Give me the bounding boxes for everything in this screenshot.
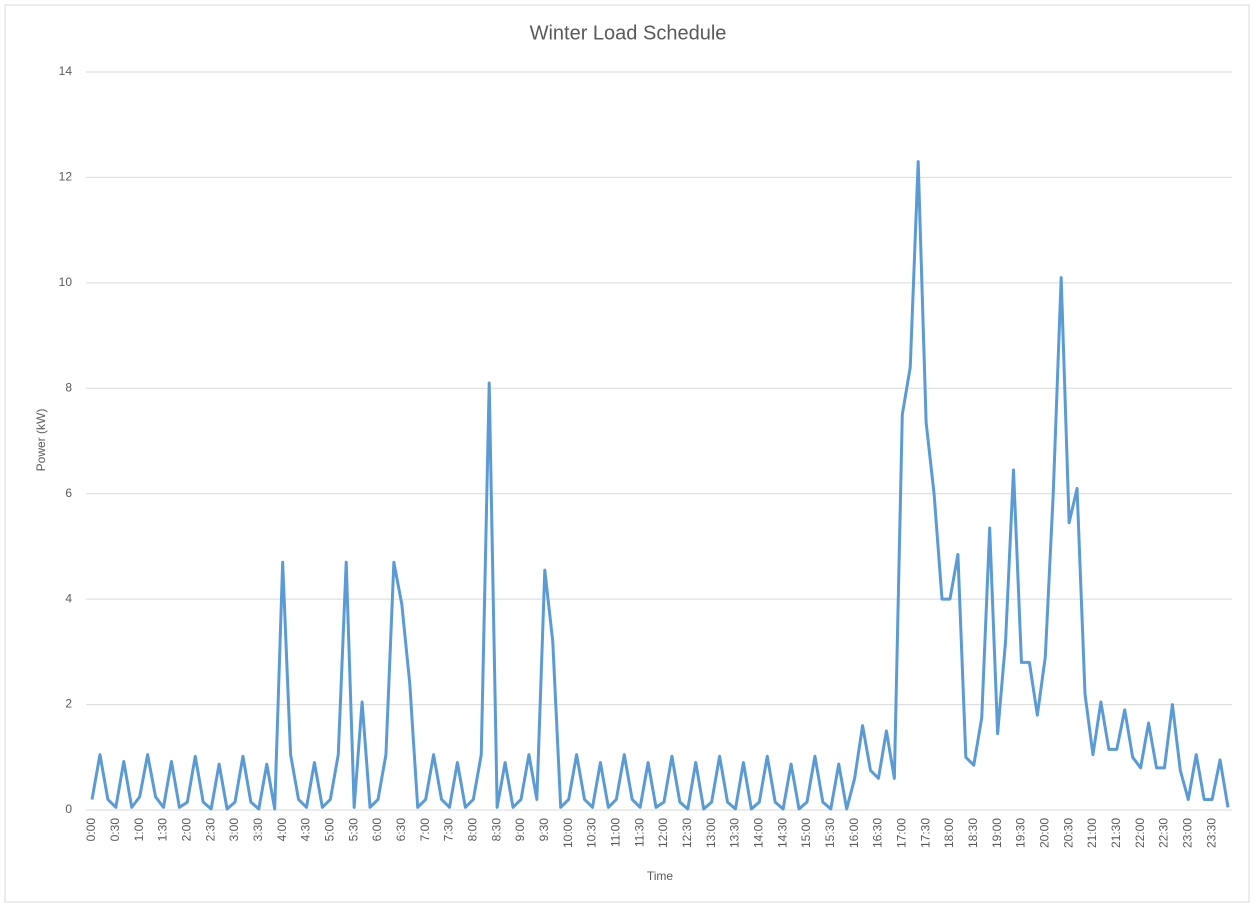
x-tick-label: 4:00 <box>275 818 289 842</box>
x-tick-label: 11:30 <box>632 818 646 847</box>
data-line <box>90 160 1230 811</box>
x-tick-label: 0:00 <box>84 818 98 842</box>
y-tick-label: 4 <box>65 591 72 605</box>
x-tick-label: 17:30 <box>918 818 932 848</box>
y-tick-label: 14 <box>59 64 73 78</box>
y-tick-label: 6 <box>65 486 72 500</box>
x-tick-label: 2:30 <box>203 818 217 842</box>
x-tick-label: 9:00 <box>513 818 527 842</box>
x-tick-label: 10:30 <box>585 818 599 848</box>
x-tick-label: 17:00 <box>894 818 908 848</box>
x-tick-label: 4:30 <box>299 818 313 842</box>
x-tick-label: 5:00 <box>322 818 336 842</box>
x-tick-label: 16:00 <box>847 818 861 848</box>
x-tick-label: 22:00 <box>1133 818 1147 848</box>
x-tick-label: 3:00 <box>227 818 241 842</box>
x-tick-label: 15:00 <box>799 818 813 848</box>
x-tick-label: 2:00 <box>180 818 194 842</box>
x-tick-label: 6:00 <box>370 818 384 842</box>
x-tick-label: 23:30 <box>1204 818 1218 848</box>
x-tick-label: 19:30 <box>1014 818 1028 848</box>
x-tick-label: 21:30 <box>1109 818 1123 848</box>
x-tick-label: 8:30 <box>489 818 503 842</box>
y-tick-label: 0 <box>65 802 72 816</box>
x-tick-label: 19:00 <box>990 818 1004 848</box>
x-tick-label: 21:00 <box>1085 818 1099 848</box>
x-tick-label: 7:00 <box>418 818 432 842</box>
x-tick-label: 14:30 <box>775 818 789 848</box>
x-tick-label: 18:30 <box>966 818 980 848</box>
x-tick-label: 8:00 <box>465 818 479 842</box>
y-tick-label: 10 <box>59 275 73 289</box>
x-tick-label: 9:30 <box>537 818 551 842</box>
x-tick-label: 11:00 <box>608 818 622 847</box>
chart-title: Winter Load Schedule <box>530 22 727 44</box>
chart-border <box>4 4 1250 903</box>
x-tick-label: 12:30 <box>680 818 694 848</box>
x-tick-label: 12:00 <box>656 818 670 848</box>
x-tick-label: 20:00 <box>1037 818 1051 848</box>
y-tick-label: 2 <box>65 697 72 711</box>
x-tick-label: 18:00 <box>942 818 956 848</box>
x-tick-label: 20:30 <box>1061 818 1075 848</box>
x-tick-label: 23:00 <box>1180 818 1194 848</box>
y-tick-label: 12 <box>59 170 73 184</box>
x-tick-label: 13:30 <box>728 818 742 848</box>
x-tick-label: 15:30 <box>823 818 837 848</box>
x-tick-label: 5:30 <box>346 818 360 842</box>
x-tick-label: 1:00 <box>132 818 146 842</box>
x-tick-label: 0:30 <box>108 818 122 842</box>
x-tick-label: 16:30 <box>871 818 885 848</box>
x-tick-label: 1:30 <box>156 818 170 842</box>
x-tick-label: 13:00 <box>704 818 718 848</box>
y-axis-label: Power (kW) <box>34 409 48 472</box>
x-tick-label: 7:30 <box>442 818 456 842</box>
x-tick-label: 10:00 <box>561 818 575 848</box>
x-tick-label: 6:30 <box>394 818 408 842</box>
x-tick-label: 3:30 <box>251 818 265 842</box>
y-tick-label: 8 <box>65 380 72 394</box>
x-axis-label: Time <box>647 869 674 883</box>
x-tick-label: 22:30 <box>1157 818 1171 848</box>
x-tick-label: 14:00 <box>751 818 765 848</box>
